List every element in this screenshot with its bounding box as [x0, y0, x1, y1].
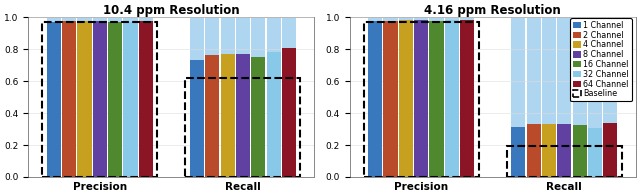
- Bar: [368, 17, 382, 177]
- Bar: [604, 17, 618, 177]
- Bar: [251, 17, 266, 177]
- Bar: [266, 17, 280, 177]
- Bar: [108, 22, 122, 177]
- Bar: [93, 21, 107, 177]
- Bar: [108, 17, 122, 177]
- Title: 10.4 ppm Resolution: 10.4 ppm Resolution: [103, 4, 239, 17]
- Bar: [42, 22, 157, 177]
- Bar: [399, 17, 413, 177]
- Bar: [414, 20, 428, 177]
- Bar: [47, 17, 61, 177]
- Bar: [190, 60, 204, 177]
- Bar: [399, 20, 413, 177]
- Bar: [588, 128, 602, 177]
- Bar: [557, 124, 572, 177]
- Bar: [221, 17, 235, 177]
- Bar: [429, 17, 444, 177]
- Bar: [47, 22, 61, 177]
- Bar: [124, 22, 138, 177]
- Bar: [77, 17, 92, 177]
- Bar: [445, 17, 459, 177]
- Bar: [364, 22, 479, 177]
- Bar: [460, 17, 474, 177]
- Bar: [205, 55, 220, 177]
- Bar: [573, 17, 587, 177]
- Bar: [139, 17, 153, 177]
- Bar: [236, 54, 250, 177]
- Bar: [542, 17, 556, 177]
- Bar: [190, 17, 204, 177]
- Bar: [527, 17, 541, 177]
- Bar: [62, 21, 76, 177]
- Bar: [368, 21, 382, 177]
- Legend: 1 Channel, 2 Channel, 4 Channel, 8 Channel, 16 Channel, 32 Channel, 64 Channel, : 1 Channel, 2 Channel, 4 Channel, 8 Chann…: [570, 18, 632, 101]
- Bar: [124, 17, 138, 177]
- Bar: [542, 124, 556, 177]
- Bar: [282, 17, 296, 177]
- Bar: [266, 52, 280, 177]
- Title: 4.16 ppm Resolution: 4.16 ppm Resolution: [424, 4, 561, 17]
- Bar: [511, 17, 525, 177]
- Bar: [445, 20, 459, 177]
- Bar: [557, 17, 572, 177]
- Bar: [282, 48, 296, 177]
- Bar: [507, 146, 622, 177]
- Bar: [62, 17, 76, 177]
- Bar: [604, 123, 618, 177]
- Bar: [460, 20, 474, 177]
- Bar: [383, 17, 397, 177]
- Bar: [414, 17, 428, 177]
- Bar: [205, 17, 220, 177]
- Bar: [429, 21, 444, 177]
- Bar: [573, 125, 587, 177]
- Bar: [527, 124, 541, 177]
- Bar: [236, 17, 250, 177]
- Bar: [221, 54, 235, 177]
- Bar: [511, 127, 525, 177]
- Bar: [588, 17, 602, 177]
- Bar: [77, 21, 92, 177]
- Bar: [139, 21, 153, 177]
- Bar: [251, 57, 266, 177]
- Bar: [186, 78, 300, 177]
- Bar: [383, 21, 397, 177]
- Bar: [93, 17, 107, 177]
